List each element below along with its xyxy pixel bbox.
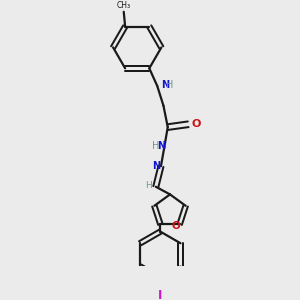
Text: N: N <box>152 161 160 171</box>
Text: H: H <box>145 181 152 190</box>
Text: N: N <box>158 141 166 152</box>
Text: H: H <box>152 141 159 152</box>
Text: CH₃: CH₃ <box>117 1 131 10</box>
Text: O: O <box>191 119 200 129</box>
Text: O: O <box>171 221 180 232</box>
Text: H: H <box>166 80 173 89</box>
Text: N: N <box>160 80 169 89</box>
Text: I: I <box>158 289 163 300</box>
